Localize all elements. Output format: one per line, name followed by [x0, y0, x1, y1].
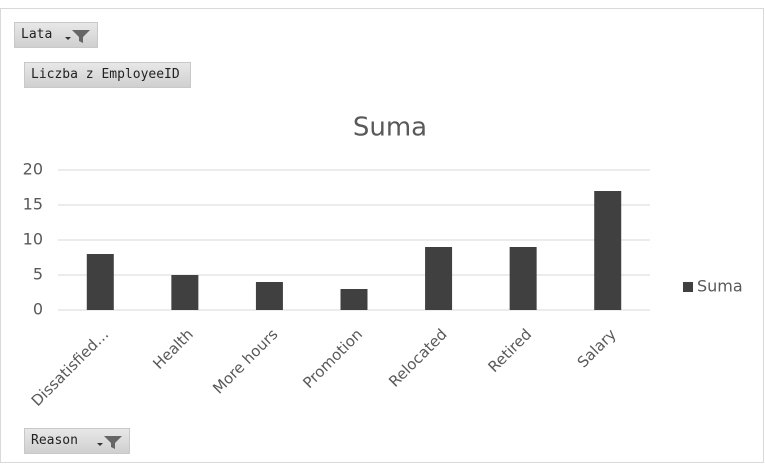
x-tick-label: Dissatisfied… [28, 325, 113, 410]
x-tick-label: Promotion [299, 325, 366, 392]
y-tick-label: 10 [23, 230, 43, 249]
chart-border [0, 8, 764, 463]
bar [255, 282, 283, 310]
chart-title: Suma [353, 113, 427, 143]
y-tick-label: 15 [23, 195, 43, 214]
x-tick-label: Salary [574, 325, 620, 371]
values-button[interactable]: Liczba z EmployeeID [24, 62, 191, 88]
legend-label: Suma [697, 277, 743, 296]
bar [425, 247, 453, 310]
x-tick-label: Health [149, 325, 197, 373]
x-tick-label: More hours [209, 325, 281, 397]
button-label: Lata [21, 27, 53, 42]
button-label: Reason [31, 433, 78, 448]
bar [509, 247, 537, 310]
bar [340, 289, 368, 310]
filter-icon [97, 436, 122, 449]
x-tick-label: Retired [485, 325, 536, 376]
x-tick-label: Relocated [385, 325, 450, 390]
button-label: Liczba z EmployeeID [31, 67, 180, 82]
y-tick-label: 0 [33, 300, 43, 319]
filter-button[interactable]: Lata [14, 22, 98, 48]
filter-icon [65, 30, 90, 43]
bar [594, 191, 622, 310]
y-tick-label: 20 [23, 160, 43, 179]
legend-swatch [683, 282, 693, 292]
bar [171, 275, 199, 310]
y-tick-label: 5 [33, 265, 43, 284]
axis-button[interactable]: Reason [24, 428, 130, 454]
bar [86, 254, 114, 310]
